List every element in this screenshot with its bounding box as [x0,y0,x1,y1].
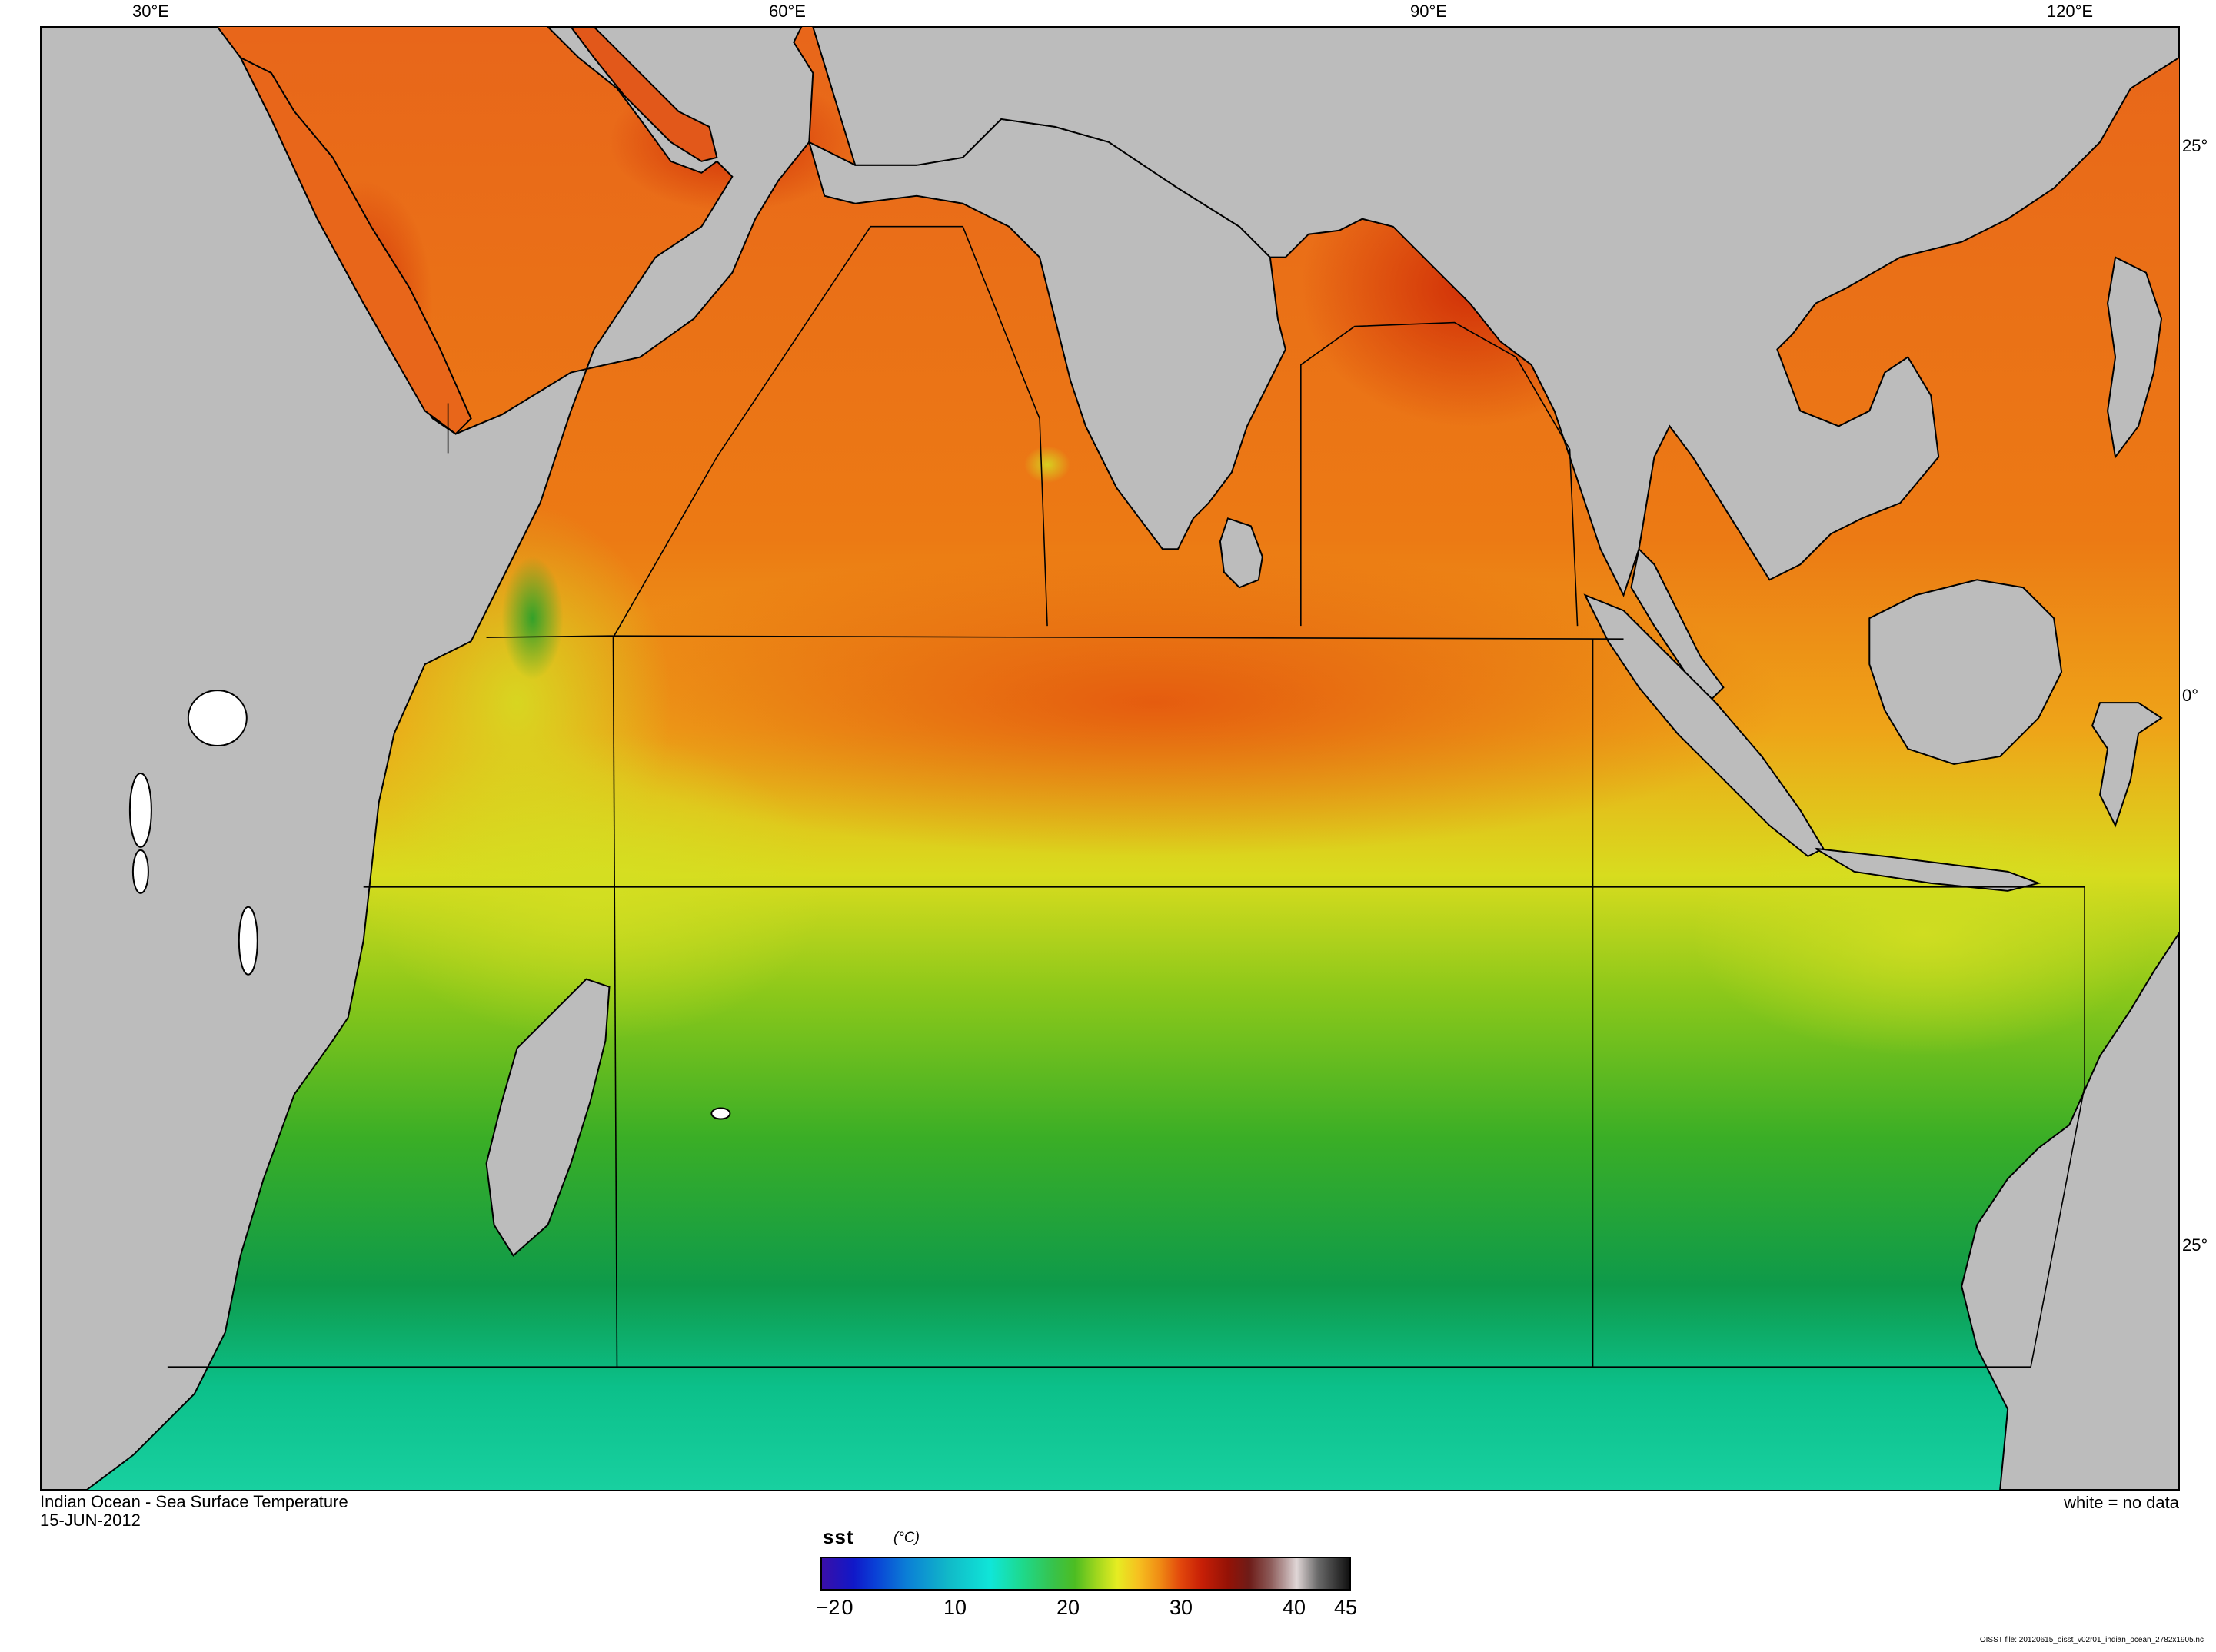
no-data-patches [128,690,731,1120]
sri-lanka-landmass [1219,517,1263,589]
lat-label-25n: 25° [2182,136,2208,155]
colorbar-tick: 0 [841,1596,853,1619]
map-date: 15-JUN-2012 [40,1511,141,1530]
lat-label-25s: 25° [2182,1235,2208,1255]
colorbar-variable: sst [823,1525,854,1548]
colorbar-units: (°C) [893,1530,920,1546]
lon-label-30e: 30°E [132,2,169,21]
colorbar-tick: 20 [1056,1596,1080,1619]
boundary-arabian-sea [612,225,1048,638]
equatorial-warm-pool [524,549,1785,856]
no-data-patch [128,772,152,848]
persian-gulf-outline [570,27,718,162]
colorbar-tick: 45 [1333,1596,1358,1619]
asia-landmass [812,27,2179,597]
sst-map-canvas [40,26,2180,1491]
lat-label-0: 0° [2182,686,2199,705]
australia-west-band [1692,809,2154,1056]
boundary-equator [486,635,1624,640]
java-landmass [1815,847,2041,892]
source-footnote: OISST file: 20120615_oisst_v02r01_indian… [1979,1636,2204,1644]
australia-landmass [1961,931,2179,1490]
madagascar-landmass [485,978,611,1257]
map-title: Indian Ocean - Sea Surface Temperature [40,1492,348,1511]
sulawesi-landmass [2091,702,2163,828]
basin-boundaries [167,225,2085,1368]
no-data-patch [187,690,248,747]
no-data-patch [710,1107,731,1120]
africa-landmass [41,27,814,1490]
colorbar-tick: 40 [1282,1596,1306,1619]
boundary-lon-mid-west [612,637,618,1368]
no-data-patch [131,849,149,894]
lon-label-120e: 120°E [2046,2,2094,21]
no-data-patch [238,906,258,976]
malay-peninsula [1630,547,1725,704]
philippines-landmass [2107,256,2163,459]
lon-label-90e: 90°E [1410,2,1447,21]
sst-map [40,26,2180,1491]
somali-upwelling [501,557,564,680]
colorbar [820,1557,1351,1591]
lon-label-60e: 60°E [769,2,806,21]
red-sea-outline [238,55,472,435]
arabian-sea-cool-spot [1024,446,1071,484]
boundary-bay-of-bengal [1300,321,1579,627]
no-data-note: white = no data [2064,1493,2179,1512]
sumatra-landmass [1583,593,1825,858]
colorbar-tick: −2 [816,1596,840,1619]
borneo-landmass [1868,579,2063,766]
colorbar-tick: 10 [943,1596,967,1619]
colorbar-tick: 30 [1169,1596,1193,1619]
land-masses [41,27,2179,1490]
boundary-east [2030,886,2085,1368]
